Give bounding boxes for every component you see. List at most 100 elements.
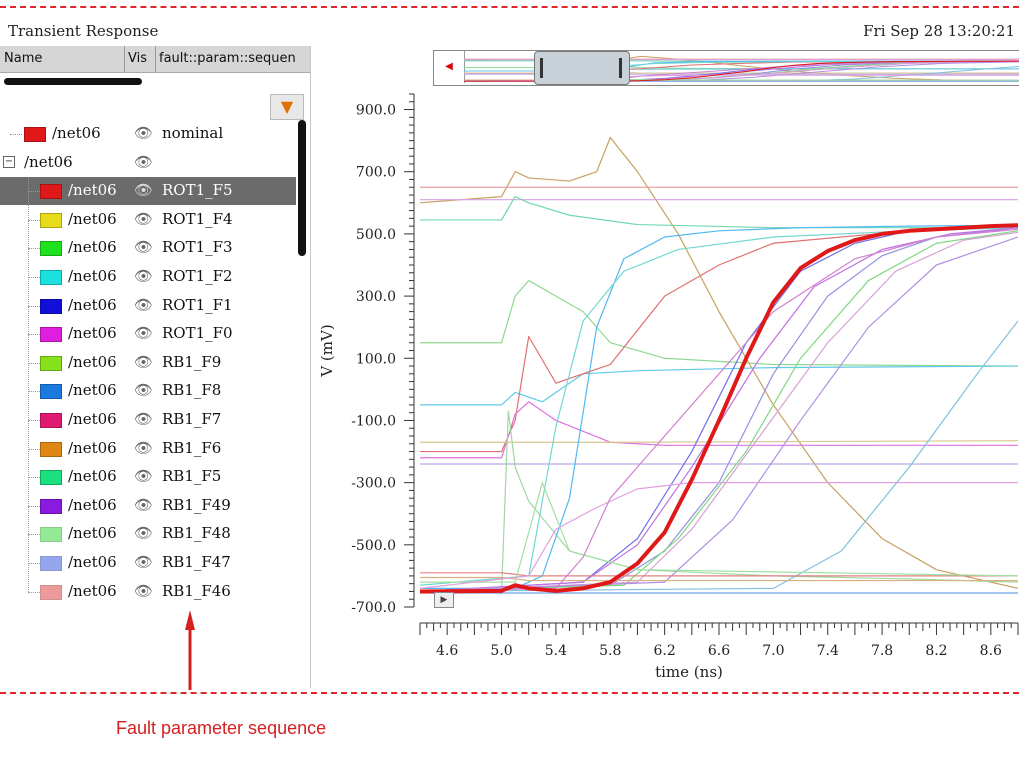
play-icon[interactable]: ▶ <box>434 592 454 608</box>
eye-icon[interactable]: 👁 <box>134 238 154 257</box>
color-swatch[interactable] <box>40 498 62 514</box>
eye-icon[interactable]: 👁 <box>134 352 154 371</box>
color-swatch[interactable] <box>24 127 46 142</box>
tree-row[interactable]: /net06 👁 ROT1_F3 <box>0 234 296 262</box>
highlight-series-line <box>420 223 1018 594</box>
net-name: /net06 <box>68 238 117 257</box>
eye-icon[interactable]: 👁 <box>134 553 154 571</box>
series-line <box>420 228 1018 593</box>
color-swatch[interactable] <box>40 355 62 371</box>
net-name: /net06 <box>68 181 117 200</box>
horizontal-scrollbar[interactable] <box>4 78 142 85</box>
tree-row[interactable]: /net06 👁 RB1_F47 <box>0 549 296 577</box>
tree-row[interactable]: /net06 👁 ROT1_F4 <box>0 206 296 234</box>
color-swatch[interactable] <box>40 270 62 285</box>
net-name: /net06 <box>52 124 101 142</box>
eye-icon[interactable]: 👁 <box>134 495 154 514</box>
vertical-scrollbar[interactable] <box>298 120 306 256</box>
overview-strip[interactable]: ◀ <box>433 50 1019 86</box>
collapse-icon[interactable]: − <box>3 155 15 168</box>
column-separator[interactable] <box>124 46 125 72</box>
tree-row[interactable]: /net06 👁 ROT1_F2 <box>0 263 296 291</box>
plot-panel: ◀ -700.0 -500.0 -300.0 -100.0 100.0 300.0 500.… <box>312 46 1019 688</box>
net-name: /net06 <box>68 295 117 314</box>
tree-connector <box>28 177 29 592</box>
tree-row[interactable]: /net06 👁 RB1_F6 <box>0 435 296 463</box>
eye-icon[interactable]: 👁 <box>134 209 154 228</box>
net-name: /net06 <box>68 267 117 285</box>
sequence-label: RB1_F47 <box>162 553 231 571</box>
color-swatch[interactable] <box>40 413 62 428</box>
eye-icon[interactable]: 👁 <box>134 524 154 543</box>
eye-icon[interactable]: 👁 <box>134 438 154 457</box>
series-line <box>420 572 1018 577</box>
color-swatch[interactable] <box>40 584 62 600</box>
series-line <box>420 482 1018 589</box>
color-swatch[interactable] <box>40 527 62 543</box>
tree-row[interactable]: /net06 👁 ROT1_F5 <box>0 177 296 206</box>
sequence-label: RB1_F9 <box>162 352 222 371</box>
eye-icon[interactable]: 👁 <box>134 181 154 200</box>
y-tick-label: 900.0 <box>356 103 396 119</box>
column-sequence[interactable]: fault::param::sequen <box>159 51 296 66</box>
color-swatch[interactable] <box>40 556 62 571</box>
tree-connector <box>28 420 40 421</box>
series-line <box>420 225 1018 593</box>
waveform-chart[interactable]: -700.0 -500.0 -300.0 -100.0 100.0 300.0 500.0 7… <box>312 46 1019 688</box>
tree-row[interactable]: /net06 👁 RB1_F48 <box>0 520 296 548</box>
filter-icon[interactable]: ▼ <box>270 94 304 120</box>
y-tick-label: -100.0 <box>351 413 396 429</box>
arrow-left-icon[interactable]: ◀ <box>434 51 465 83</box>
x-axis-label: time (ns) <box>655 663 723 681</box>
eye-icon[interactable]: 👁 <box>134 267 154 285</box>
series-line <box>420 365 1018 406</box>
eye-icon[interactable]: 👁 <box>134 410 154 428</box>
color-swatch[interactable] <box>40 384 62 400</box>
handle-grip-left[interactable] <box>540 58 543 78</box>
y-tick-label: -300.0 <box>351 476 396 492</box>
eye-icon[interactable]: 👁 <box>134 124 154 142</box>
column-header: Name Vis fault::param::sequen <box>0 46 310 73</box>
sequence-label: ROT1_F1 <box>162 295 233 314</box>
x-tick-label: 8.2 <box>925 643 947 659</box>
color-swatch[interactable] <box>40 441 62 457</box>
title-bar: Transient Response Fri Sep 28 13:20:21 <box>0 10 1019 40</box>
x-tick-label: 8.6 <box>980 643 1002 659</box>
tree-row[interactable]: /net06 👁 RB1_F8 <box>0 377 296 405</box>
tree-row[interactable]: /net06 👁 RB1_F5 <box>0 463 296 491</box>
eye-icon[interactable]: 👁 <box>134 152 154 171</box>
eye-icon[interactable]: 👁 <box>134 581 154 600</box>
net-name: /net06 <box>68 381 117 400</box>
color-swatch[interactable] <box>40 327 62 343</box>
color-swatch[interactable] <box>40 212 62 228</box>
tree-connector <box>28 591 40 593</box>
y-tick-label: 300.0 <box>356 289 396 305</box>
color-swatch[interactable] <box>40 184 62 200</box>
column-separator[interactable] <box>155 46 156 72</box>
column-vis[interactable]: Vis <box>128 51 147 66</box>
eye-icon[interactable]: 👁 <box>134 324 154 343</box>
annotation-label: Fault parameter sequence <box>116 718 327 738</box>
annotation-arrow <box>185 610 195 690</box>
tree-row[interactable]: /net06 👁 nominal <box>0 120 296 148</box>
tree-row[interactable]: /net06 👁 ROT1_F0 <box>0 320 296 348</box>
color-swatch[interactable] <box>40 298 62 314</box>
tree-group[interactable]: −/net06 👁 <box>0 149 296 177</box>
handle-grip-right[interactable] <box>619 58 622 78</box>
sequence-label: ROT1_F2 <box>162 267 233 285</box>
tree-row[interactable]: /net06 👁 ROT1_F1 <box>0 292 296 320</box>
series-line <box>420 224 1018 589</box>
tree-row[interactable]: /net06 👁 RB1_F9 <box>0 349 296 377</box>
tree-row[interactable]: /net06 👁 RB1_F7 <box>0 406 296 434</box>
eye-icon[interactable]: 👁 <box>134 467 154 486</box>
color-swatch[interactable] <box>40 470 62 486</box>
eye-icon[interactable]: 👁 <box>134 381 154 400</box>
overview-handle[interactable] <box>534 51 630 85</box>
eye-icon[interactable]: 👁 <box>134 295 154 314</box>
color-swatch[interactable] <box>40 241 62 257</box>
column-name[interactable]: Name <box>4 51 43 66</box>
y-tick-label: 100.0 <box>356 351 396 367</box>
tree-row[interactable]: /net06 👁 RB1_F49 <box>0 492 296 520</box>
tree-connector <box>28 219 40 221</box>
tree-row[interactable]: /net06 👁 RB1_F46 <box>0 578 296 606</box>
